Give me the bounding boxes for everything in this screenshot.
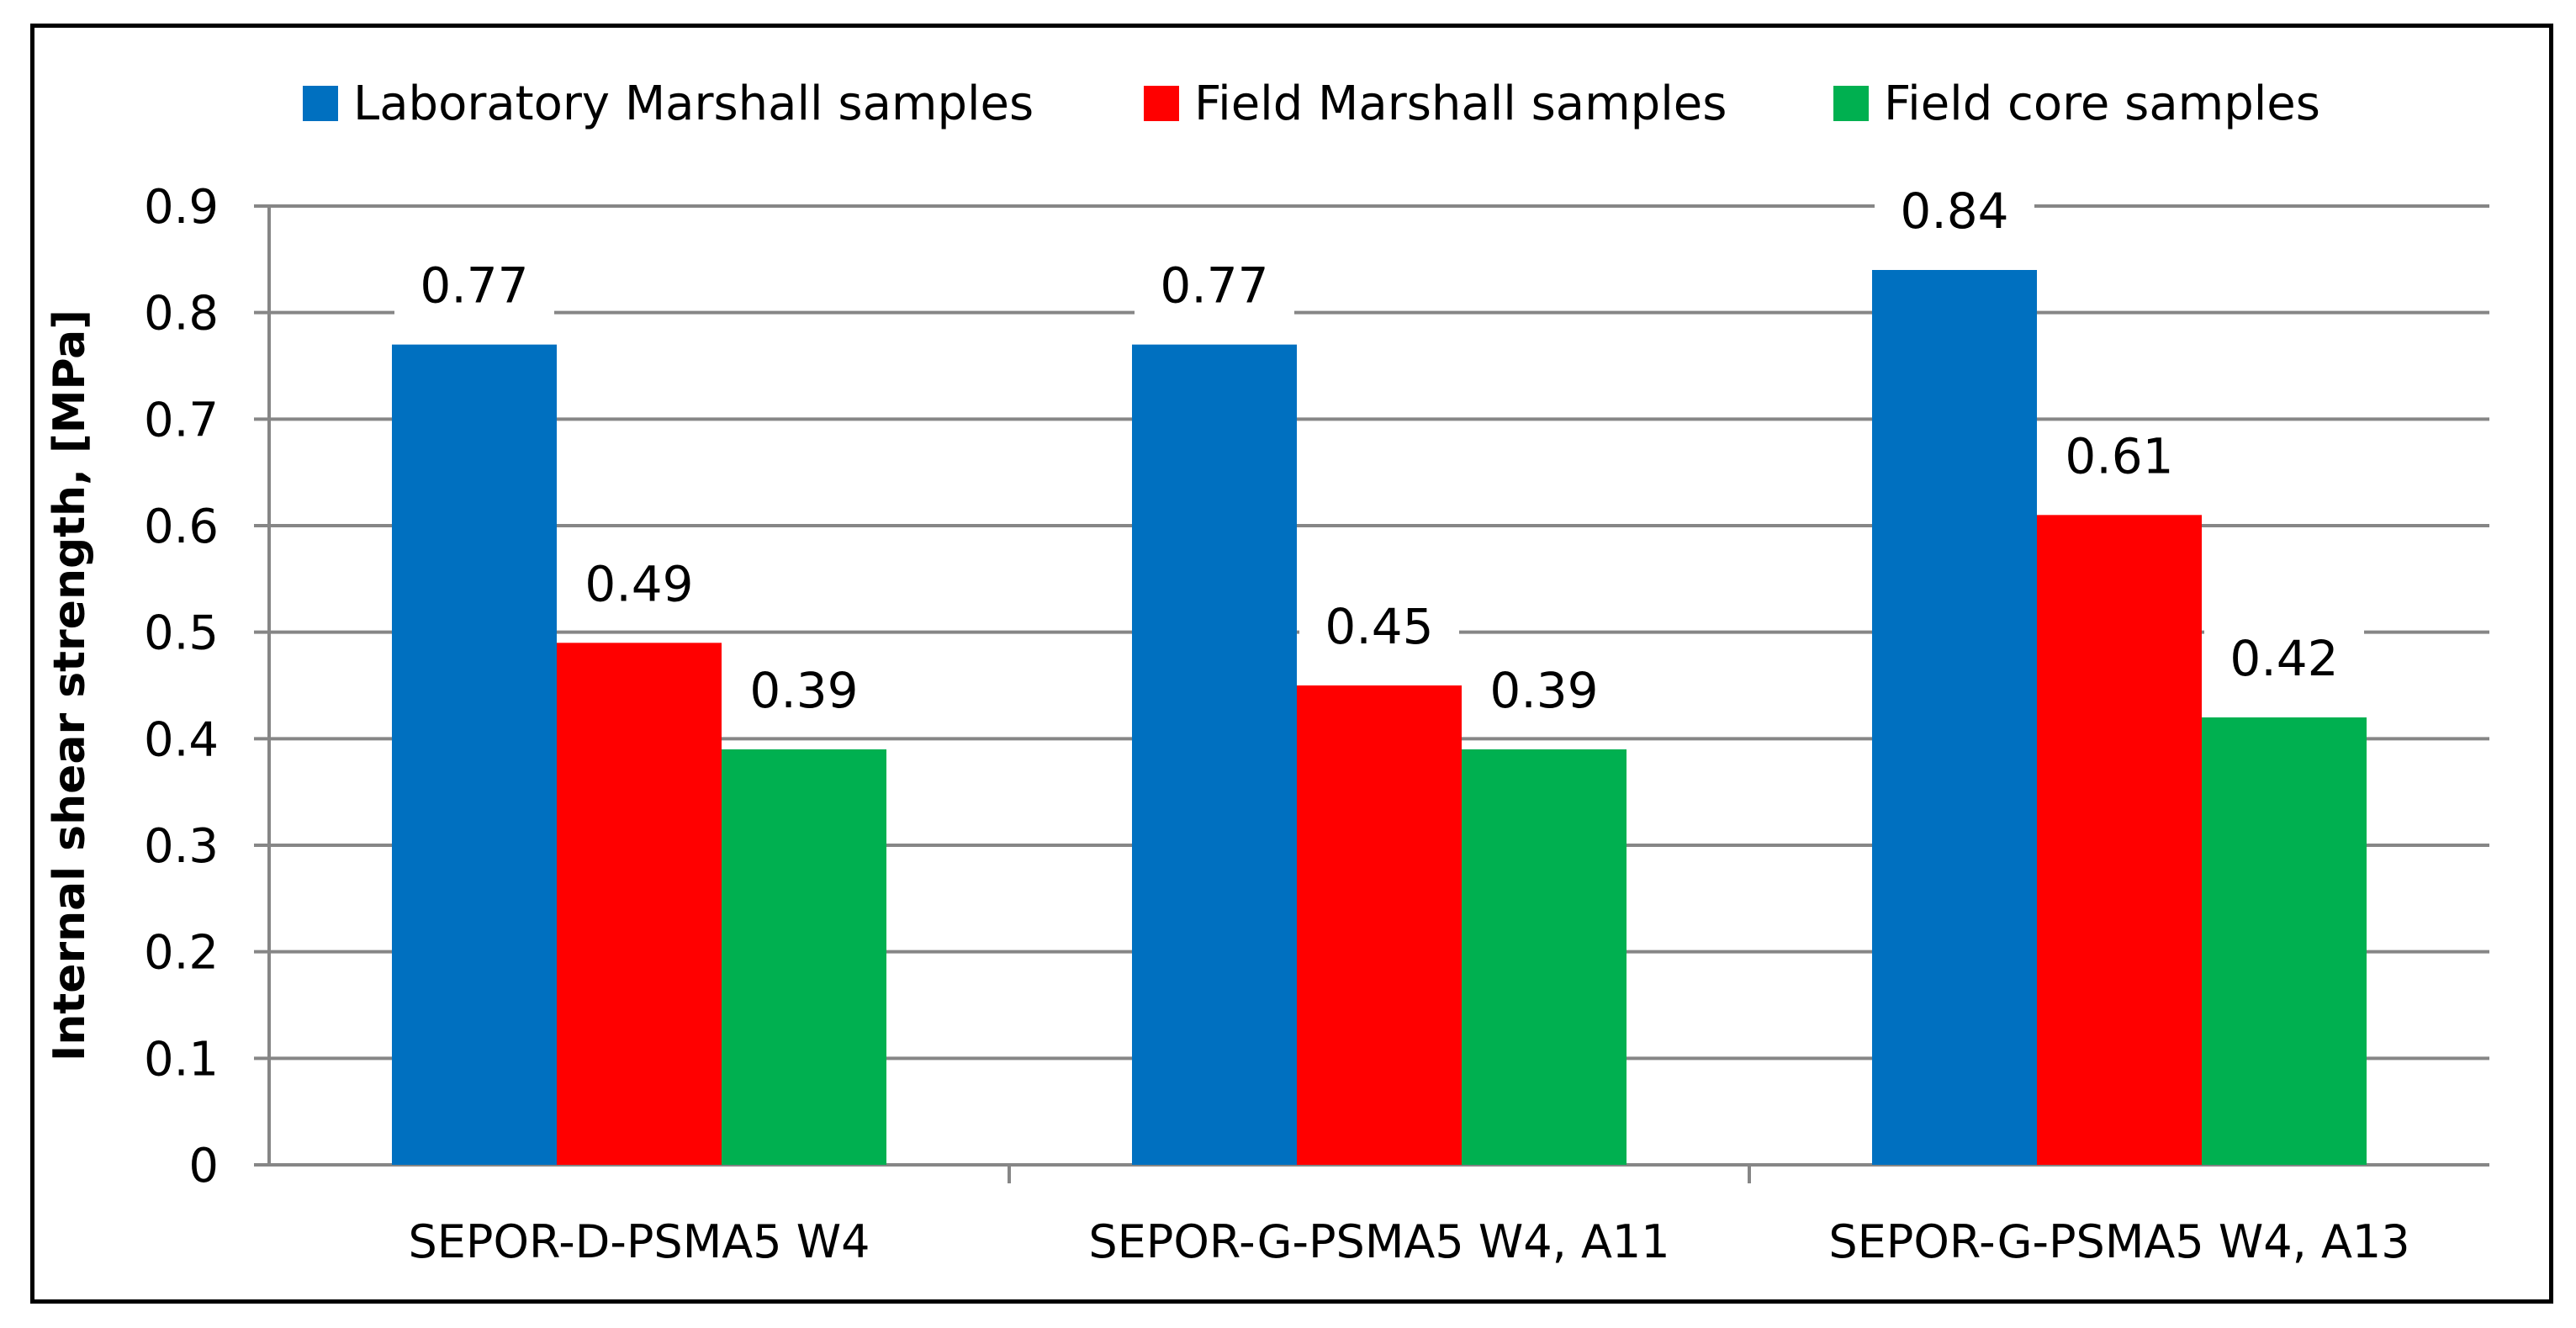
y-tick-label: 0.3 (144, 819, 219, 874)
legend-label: Field core samples (1884, 77, 2320, 131)
bar (557, 643, 722, 1165)
data-label-background (1875, 179, 2034, 248)
bar (1872, 270, 2037, 1165)
data-label-background (559, 552, 719, 622)
legend-label: Laboratory Marshall samples (353, 77, 1034, 131)
y-tick-label: 0.1 (144, 1032, 219, 1087)
legend-label: Field Marshall samples (1194, 77, 1727, 131)
x-tick-label: SEPOR-D-PSMA5 W4 (409, 1215, 870, 1268)
legend-swatch (1833, 86, 1869, 121)
y-tick-label: 0.7 (144, 393, 219, 447)
data-label-background (2204, 627, 2364, 696)
bar (2202, 717, 2367, 1165)
legend-swatch (303, 86, 338, 121)
y-tick-label: 0.5 (144, 606, 219, 661)
data-label: 0.42 (2230, 630, 2338, 687)
y-tick-label: 0.9 (144, 180, 219, 235)
bar (722, 749, 886, 1165)
bar (2037, 515, 2202, 1165)
y-tick-label: 0 (188, 1139, 219, 1193)
y-tick-label: 0.8 (144, 287, 219, 341)
data-label: 0.45 (1325, 598, 1433, 655)
y-tick-label: 0.4 (144, 712, 219, 767)
data-label-background (724, 659, 884, 727)
data-label: 0.39 (1489, 662, 1598, 719)
x-tick-label: SEPOR-G-PSMA5 W4, A13 (1828, 1215, 2409, 1268)
data-label-background (1464, 659, 1624, 727)
data-label: 0.39 (749, 662, 858, 719)
y-tick-label: 0.2 (144, 926, 219, 981)
data-label: 0.61 (2065, 427, 2173, 484)
data-label: 0.84 (1900, 183, 2008, 240)
bar (1297, 685, 1462, 1165)
x-tick-label: SEPOR-G-PSMA5 W4, A11 (1088, 1215, 1669, 1268)
data-label-background (1135, 253, 1294, 323)
bar (1132, 344, 1297, 1166)
data-label: 0.77 (1160, 257, 1268, 315)
data-label: 0.49 (584, 555, 693, 612)
data-label-background (2039, 424, 2199, 494)
legend-swatch (1144, 86, 1179, 121)
data-label: 0.77 (420, 257, 528, 315)
data-label-background (394, 253, 554, 323)
bar (392, 344, 557, 1166)
y-axis-label: Internal shear strength, [MPa] (45, 310, 95, 1061)
y-tick-label: 0.6 (144, 500, 219, 554)
data-label-background (1299, 595, 1459, 664)
bar (1462, 749, 1627, 1165)
